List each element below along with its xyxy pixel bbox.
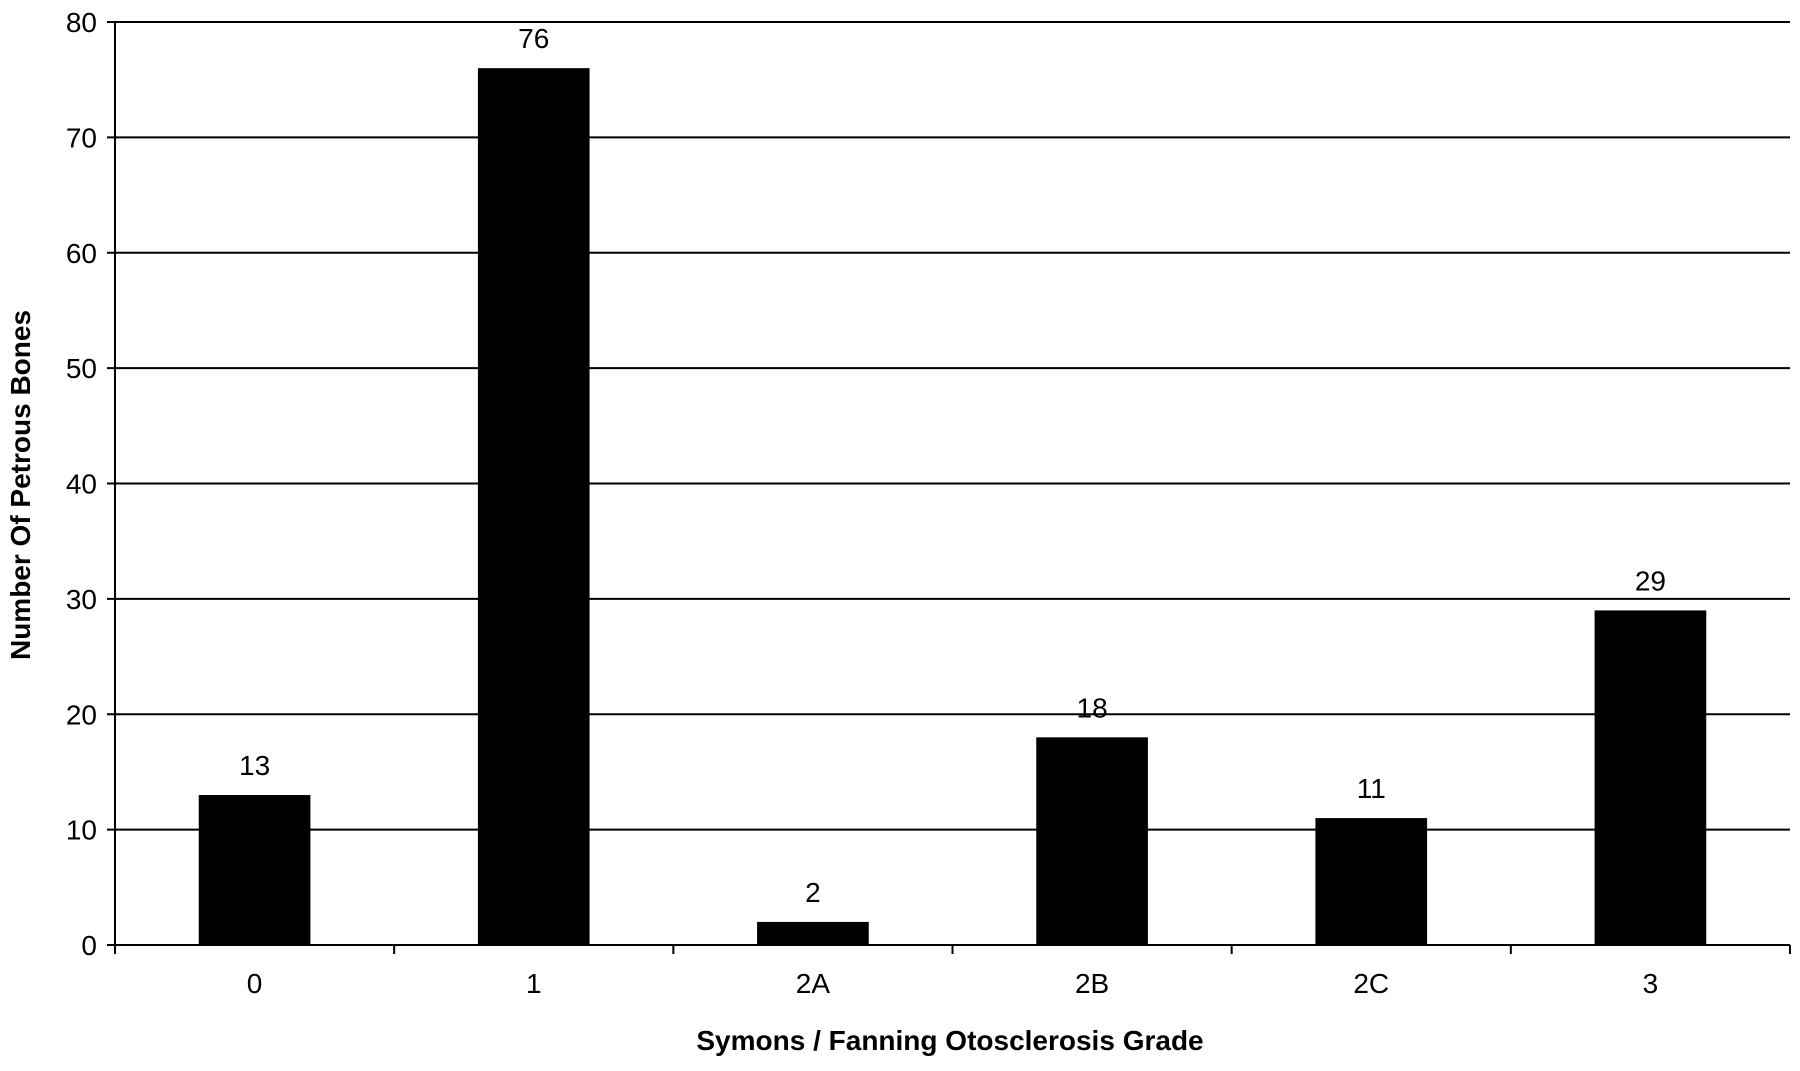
data-label: 2	[805, 877, 821, 908]
x-tick-label: 2A	[796, 968, 831, 999]
y-tick-label: 0	[81, 930, 97, 961]
data-label: 18	[1077, 692, 1108, 723]
y-tick-label: 70	[66, 122, 97, 153]
bar	[1036, 737, 1148, 945]
bar	[1594, 610, 1707, 945]
y-tick-label: 10	[66, 815, 97, 846]
gridlines	[115, 21, 1790, 831]
y-tick-label: 60	[66, 238, 97, 269]
data-label: 76	[518, 23, 549, 54]
bar	[1315, 818, 1428, 945]
y-axis-title: Number Of Petrous Bones	[5, 310, 36, 660]
y-tick-label: 80	[66, 7, 97, 38]
bar	[198, 795, 311, 945]
data-label: 29	[1635, 565, 1666, 596]
y-tick-label: 30	[66, 584, 97, 615]
y-tick-label: 50	[66, 353, 97, 384]
bar	[477, 68, 590, 945]
x-tick-label: 1	[526, 968, 542, 999]
x-ticks: 0 1 2A 2B 2C 3	[114, 945, 1791, 999]
data-label: 11	[1357, 773, 1386, 804]
data-labels: 13 76 2 18 11 29	[239, 23, 1666, 908]
bar	[757, 921, 869, 945]
y-tick-label: 20	[66, 699, 97, 730]
x-tick-label: 0	[247, 968, 263, 999]
y-tick-label: 40	[66, 469, 97, 500]
x-tick-label: 2C	[1353, 968, 1389, 999]
bars	[198, 68, 1707, 945]
y-ticks: 0 10 20 30 40 50 60 70 80	[66, 7, 115, 961]
x-axis-title: Symons / Fanning Otosclerosis Grade	[696, 1025, 1203, 1056]
x-tick-label: 3	[1643, 968, 1659, 999]
x-tick-label: 2B	[1075, 968, 1109, 999]
data-label: 13	[239, 750, 270, 781]
